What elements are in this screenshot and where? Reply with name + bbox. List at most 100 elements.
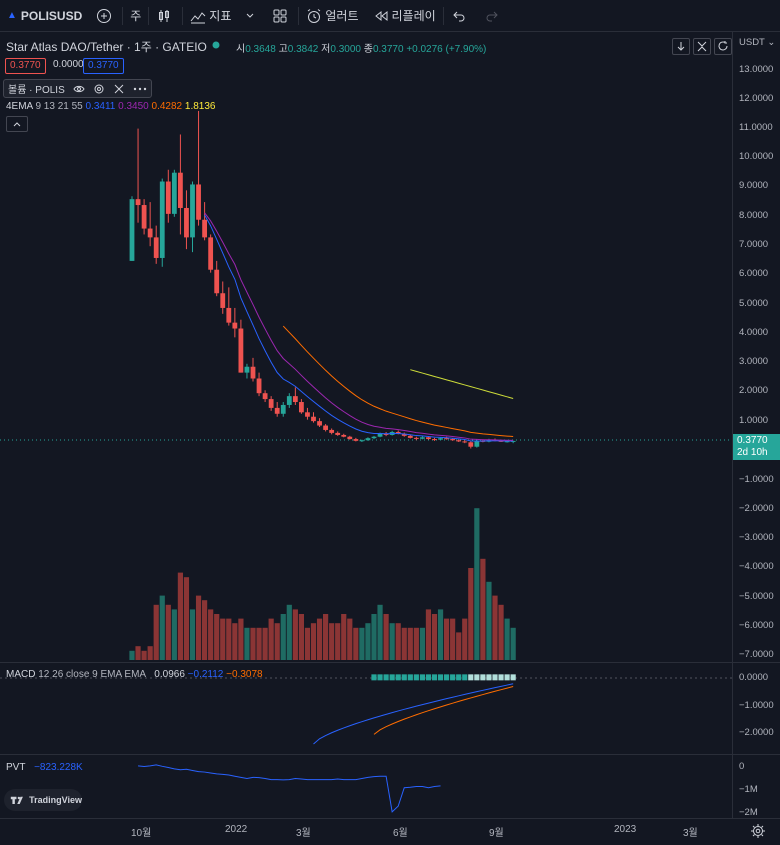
volume-bar xyxy=(280,614,286,660)
price-axis-label: 4.0000 xyxy=(739,327,769,338)
maximize-pane-button[interactable] xyxy=(693,38,711,55)
volume-bar xyxy=(129,650,135,660)
volume-bar xyxy=(232,623,238,660)
volume-bar xyxy=(147,646,153,660)
undo-button[interactable] xyxy=(444,0,477,31)
redo-button[interactable] xyxy=(477,0,510,31)
candle-body xyxy=(341,434,347,437)
price-axis-label: −1.0000 xyxy=(739,474,774,485)
macd-hist-value: 0.0966 xyxy=(154,669,185,680)
collapse-icon xyxy=(697,41,707,52)
pvt-value: −823.228K xyxy=(34,762,83,773)
indicators-dropdown[interactable] xyxy=(238,0,265,31)
volume-bar xyxy=(437,609,444,660)
volume-bar xyxy=(189,609,196,660)
price-axis-label: 13.0000 xyxy=(739,64,774,75)
replay-button[interactable]: 리플레이 xyxy=(366,0,443,31)
volume-bar xyxy=(444,618,450,660)
settings-gear-icon[interactable] xyxy=(750,823,766,839)
low-key: 저 xyxy=(321,44,331,55)
compare-button[interactable] xyxy=(89,0,122,31)
buy-price-button[interactable]: 0.3770 xyxy=(83,58,124,74)
chart-type-button[interactable] xyxy=(149,0,182,31)
macd-histogram-bar xyxy=(377,674,383,681)
candle-body xyxy=(178,172,183,208)
tradingview-logo[interactable]: TradingView xyxy=(4,789,82,811)
candle-body xyxy=(347,436,353,440)
candle-body xyxy=(129,199,135,261)
settings-gear-icon[interactable] xyxy=(93,83,105,95)
candle-body xyxy=(359,440,365,442)
volume-bar xyxy=(202,600,208,660)
volume-bar xyxy=(316,618,323,660)
volume-bar xyxy=(425,609,432,660)
volume-bar xyxy=(431,614,438,660)
candle-body xyxy=(220,293,226,308)
macd-histogram-bar xyxy=(474,674,480,681)
candle-body xyxy=(329,429,335,433)
candle-body xyxy=(450,439,456,441)
alert-button[interactable]: 얼러트 xyxy=(299,0,365,31)
volume-bar xyxy=(395,623,401,660)
macd-histogram-bar xyxy=(462,674,468,681)
macd-histogram-bar xyxy=(480,674,486,681)
volume-bar xyxy=(159,595,165,660)
candle-body xyxy=(147,228,153,238)
interval-button[interactable]: 주 xyxy=(123,0,148,31)
macd-histogram-bar xyxy=(486,674,492,681)
candle-body xyxy=(268,399,274,408)
ema-legend[interactable]: 4EMA 9 13 21 55 0.3411 0.3450 0.4282 1.8… xyxy=(6,101,215,112)
pvt-legend[interactable]: PVT −823.228K xyxy=(6,762,83,773)
candle-body xyxy=(190,184,195,238)
chevron-down-icon xyxy=(247,13,254,18)
price-axis-label: 1.0000 xyxy=(739,415,769,426)
pvt-axis-label: −1M xyxy=(739,784,758,795)
eye-icon[interactable] xyxy=(73,83,85,95)
currency-label[interactable]: USDT ⌄ xyxy=(739,37,775,48)
toolbar-divider xyxy=(298,6,300,25)
macd-signal-value: −0.3078 xyxy=(226,669,263,680)
refresh-pane-button[interactable] xyxy=(714,38,732,55)
symbol-search-button[interactable]: ▲ POLISUSD xyxy=(0,0,89,31)
volume-legend[interactable]: 볼륨 · POLIS xyxy=(3,79,152,98)
templates-button[interactable] xyxy=(265,0,298,31)
time-axis-label: 10월 xyxy=(131,828,152,839)
volume-bar xyxy=(183,577,190,660)
candle-body xyxy=(299,402,304,413)
toolbar-divider xyxy=(182,6,184,25)
more-icon[interactable] xyxy=(133,83,147,95)
sell-price-button[interactable]: 0.3770 xyxy=(5,58,46,74)
close-icon[interactable] xyxy=(113,83,125,95)
macd-histogram-bar xyxy=(468,674,474,681)
indicators-icon xyxy=(190,11,206,23)
macd-histogram-bar xyxy=(383,674,389,681)
volume-bar xyxy=(177,572,183,660)
volume-bar xyxy=(474,508,480,660)
volume-bar xyxy=(256,627,262,660)
macd-axis-label: −1.0000 xyxy=(739,700,774,711)
price-axis-label: −3.0000 xyxy=(739,532,774,543)
volume-bar xyxy=(347,618,353,660)
indicators-button[interactable]: 지표 xyxy=(183,0,238,31)
collapse-legend-button[interactable] xyxy=(6,116,28,132)
candle-body xyxy=(395,432,401,434)
macd-legend[interactable]: MACD 12 26 close 9 EMA EMA 0.0966 −0.211… xyxy=(6,669,263,680)
ema21-value: 0.4282 xyxy=(151,101,183,112)
price-axis[interactable]: USDT ⌄ 13.0000 12.0000 11.0000 10.0000 9.000… xyxy=(732,32,780,818)
volume-bar xyxy=(323,614,329,660)
macd-histogram-bar xyxy=(389,674,395,681)
ema-label: 4EMA xyxy=(6,101,33,112)
chart-canvas[interactable] xyxy=(0,32,732,818)
open-value: 0.3648 xyxy=(245,44,276,55)
last-price-tag: 0.3770 2d 10h xyxy=(733,434,780,460)
move-down-button[interactable] xyxy=(672,38,690,55)
plus-circle-icon xyxy=(97,8,112,23)
market-open-icon xyxy=(212,41,220,49)
candle-body xyxy=(401,433,407,436)
volume-bar xyxy=(292,609,298,660)
pane-separator[interactable] xyxy=(0,662,780,663)
candle-body xyxy=(305,412,310,417)
volume-bar xyxy=(413,627,419,660)
pane-separator[interactable] xyxy=(0,754,780,755)
time-axis[interactable]: 10월 2022 3월 6월 9월 2023 3월 xyxy=(0,818,780,845)
